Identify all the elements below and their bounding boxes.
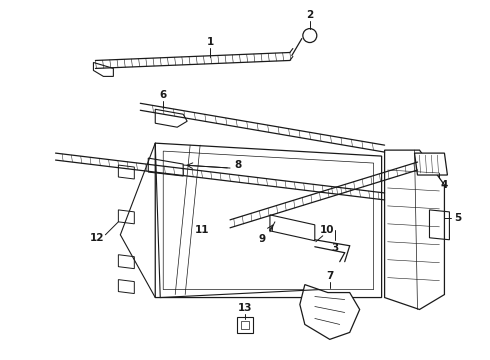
- Polygon shape: [94, 62, 113, 76]
- Text: 1: 1: [206, 36, 214, 46]
- Text: 8: 8: [234, 160, 242, 170]
- Polygon shape: [415, 153, 447, 175]
- Text: 11: 11: [195, 225, 209, 235]
- Polygon shape: [237, 318, 253, 333]
- Polygon shape: [119, 255, 134, 269]
- Text: 9: 9: [258, 234, 266, 244]
- Polygon shape: [300, 285, 360, 339]
- Polygon shape: [270, 215, 315, 241]
- Text: 12: 12: [90, 233, 105, 243]
- Polygon shape: [119, 165, 134, 179]
- Polygon shape: [119, 280, 134, 293]
- Text: 3: 3: [331, 243, 339, 253]
- Polygon shape: [119, 210, 134, 224]
- Text: 7: 7: [326, 271, 334, 281]
- Text: 10: 10: [319, 225, 334, 235]
- Polygon shape: [148, 158, 183, 176]
- Text: 4: 4: [441, 180, 448, 190]
- Text: 6: 6: [160, 90, 167, 100]
- Text: 2: 2: [306, 10, 314, 20]
- Polygon shape: [155, 109, 187, 127]
- Text: 5: 5: [454, 213, 461, 223]
- Text: 13: 13: [238, 302, 252, 312]
